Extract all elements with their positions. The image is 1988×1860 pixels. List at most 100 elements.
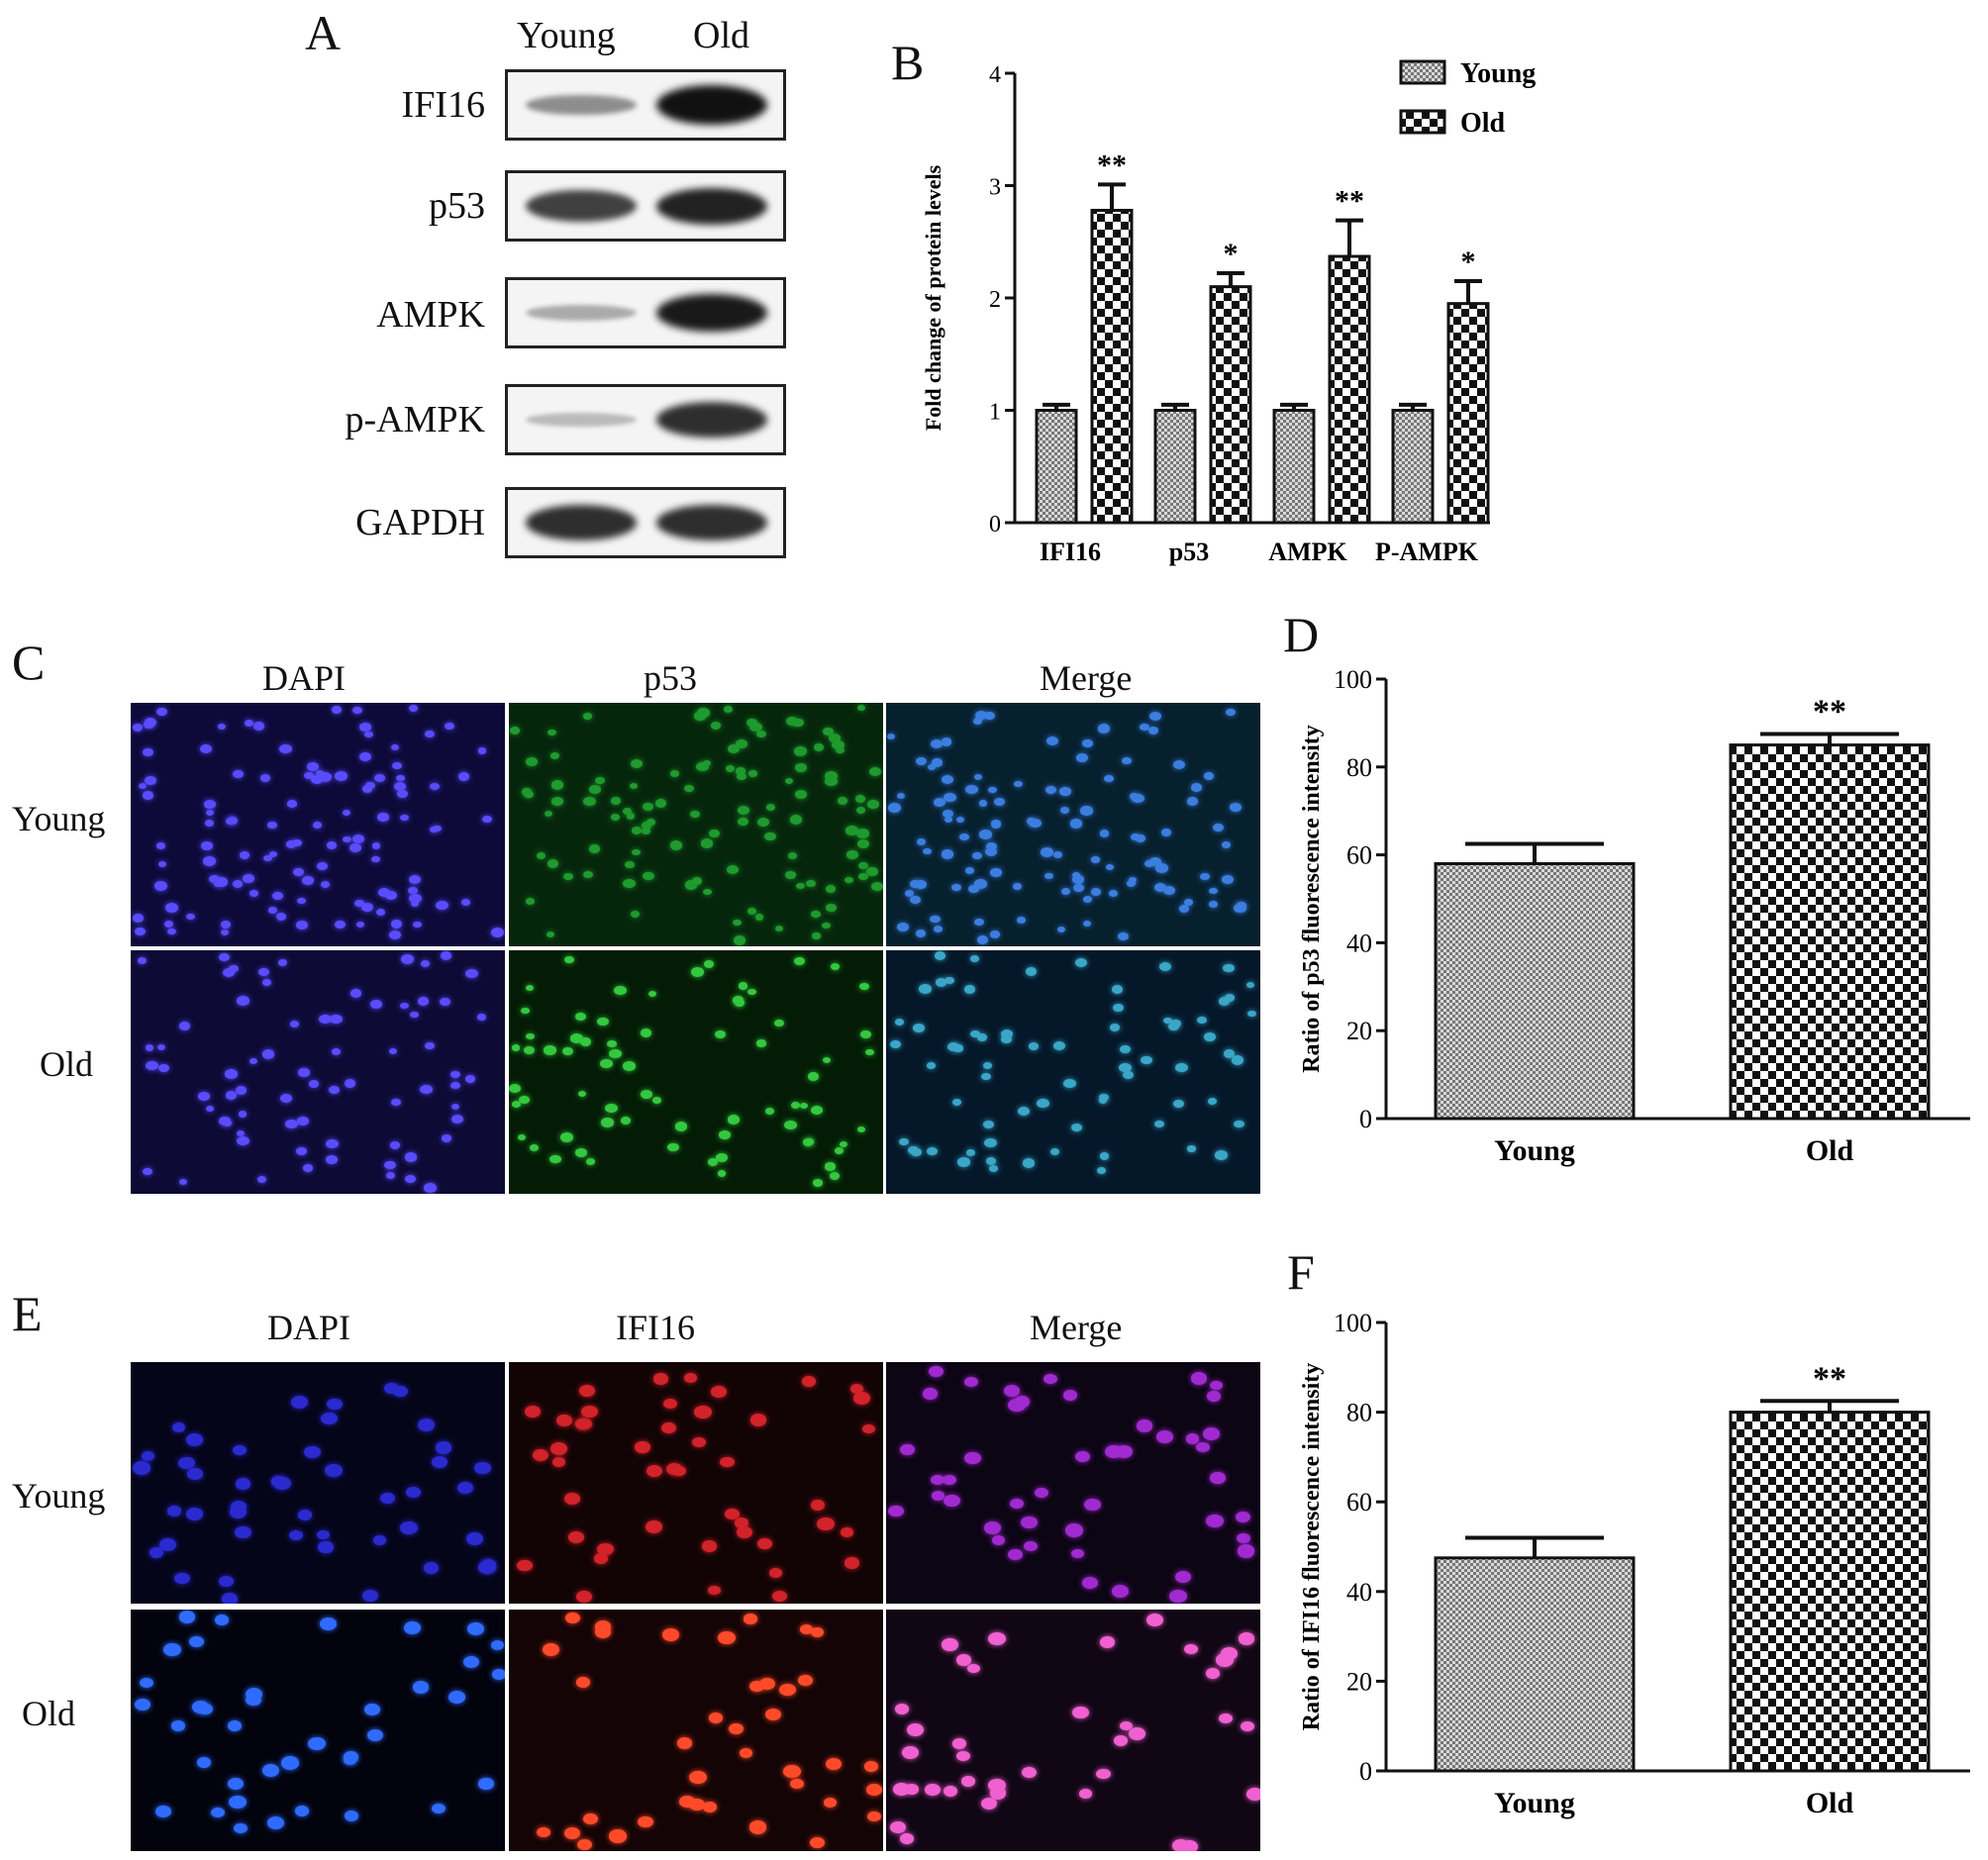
nucleus: [907, 1145, 920, 1155]
panel-letter-a: A: [305, 5, 342, 60]
nucleus: [764, 1709, 781, 1721]
nucleus: [1001, 1035, 1012, 1044]
nucleus: [1197, 1017, 1207, 1025]
nucleus: [1203, 1427, 1221, 1441]
nucleus: [201, 840, 213, 850]
wb-row-label-p-ampk: p-AMPK: [345, 399, 485, 441]
nucleus: [409, 893, 422, 903]
nucleus: [146, 1060, 158, 1071]
nucleus: [258, 967, 270, 977]
nucleus: [348, 842, 362, 853]
nucleus: [563, 872, 573, 880]
chart-f-bar-young: [1434, 1556, 1636, 1773]
nucleus: [957, 1157, 970, 1167]
nucleus: [512, 1100, 522, 1108]
nucleus: [795, 789, 808, 799]
nucleus: [1208, 901, 1219, 908]
nucleus: [133, 914, 145, 923]
nucleus: [930, 915, 941, 924]
nucleus: [315, 769, 325, 777]
nucleus: [956, 1750, 971, 1762]
chart-b-ytick-label: 2: [989, 287, 1001, 313]
nucleus: [899, 1137, 909, 1146]
nucleus: [408, 704, 418, 712]
nucleus: [866, 866, 878, 876]
nucleus: [1163, 1017, 1172, 1024]
nucleus: [856, 828, 870, 838]
nucleus: [401, 954, 415, 965]
nucleus: [795, 882, 805, 890]
nucleus: [266, 1815, 285, 1829]
nucleus: [325, 1138, 339, 1149]
blot-band-gapdh-old: [656, 505, 767, 540]
blot-band-ifi16-old: [656, 85, 767, 125]
nucleus: [829, 733, 842, 742]
nucleus: [521, 1007, 530, 1015]
nucleus: [1078, 1789, 1093, 1800]
nucleus: [865, 1783, 882, 1796]
nucleus: [604, 1103, 618, 1114]
if-p53-col-p53: p53: [644, 658, 697, 698]
nucleus: [318, 772, 332, 782]
chart-b-legend-label-young: Young: [1460, 58, 1536, 89]
nucleus: [404, 1621, 422, 1634]
nucleus: [296, 921, 308, 930]
nucleus: [661, 1421, 677, 1434]
panel-letter-c: C: [12, 635, 46, 690]
nucleus: [361, 1589, 378, 1602]
nucleus: [990, 868, 1002, 877]
nucleus: [221, 1593, 239, 1604]
nucleus: [1221, 840, 1231, 848]
nucleus: [894, 1704, 910, 1715]
nucleus: [435, 1441, 452, 1454]
nucleus: [915, 880, 928, 890]
chart-f-ylabel: Ratio of IFI16 fluorescence intensity: [1299, 1363, 1325, 1731]
nucleus: [964, 1451, 982, 1465]
nucleus: [563, 1492, 581, 1505]
nucleus: [361, 784, 373, 793]
nucleus: [952, 1738, 966, 1749]
nucleus: [799, 1102, 809, 1110]
nucleus: [1187, 1145, 1196, 1152]
nucleus: [1113, 1003, 1125, 1013]
chart-b-bar-ampk-young: [1272, 409, 1316, 525]
nucleus: [352, 707, 362, 715]
nucleus: [817, 1517, 836, 1531]
nucleus: [894, 1019, 904, 1026]
nucleus: [589, 785, 601, 794]
chart-b-ytick-label: 4: [989, 62, 1001, 88]
nucleus: [142, 747, 153, 756]
nucleus: [1183, 899, 1193, 906]
nucleus: [139, 1677, 153, 1689]
nucleus: [290, 1395, 309, 1409]
nucleus: [526, 756, 539, 766]
nucleus: [715, 1152, 728, 1162]
nucleus: [1190, 782, 1203, 792]
nucleus: [1210, 1472, 1226, 1484]
nucleus: [580, 1406, 598, 1419]
nucleus: [863, 1760, 878, 1772]
nucleus: [689, 1798, 706, 1811]
nucleus: [1059, 787, 1071, 796]
nucleus: [931, 1491, 944, 1502]
nucleus: [478, 747, 487, 754]
nucleus: [935, 951, 946, 960]
nucleus: [708, 1585, 722, 1596]
nucleus: [224, 1068, 238, 1079]
nucleus: [944, 1494, 960, 1508]
nucleus: [178, 1021, 191, 1030]
nucleus: [163, 921, 174, 929]
nucleus: [1127, 880, 1136, 887]
nucleus: [856, 704, 866, 712]
nucleus: [408, 874, 422, 885]
nucleus: [1175, 1062, 1189, 1073]
nucleus: [144, 721, 155, 730]
nucleus: [1043, 1373, 1057, 1385]
nucleus: [981, 1072, 992, 1081]
nucleus: [156, 707, 167, 716]
nucleus: [235, 1086, 247, 1095]
nucleus: [405, 1486, 422, 1499]
nucleus: [1184, 1643, 1198, 1655]
nucleus: [652, 1373, 669, 1385]
nucleus: [845, 876, 853, 883]
